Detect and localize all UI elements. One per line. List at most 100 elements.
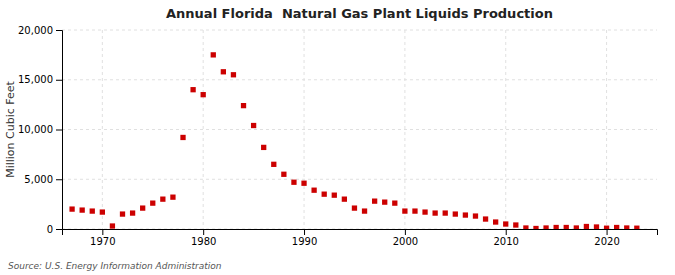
point (463, 212, 468, 217)
point (322, 192, 327, 197)
y-tick-label: 20,000 (18, 25, 53, 36)
point (443, 210, 448, 215)
point (291, 180, 296, 185)
point (584, 224, 589, 229)
point (624, 225, 629, 229)
point (190, 87, 195, 92)
y-tick-mark (56, 30, 62, 31)
x-axis-line (63, 230, 658, 236)
plot-area: 1970 1980 1990 2000 2010 2020 0 5,000 10,000 15,0… (18, 25, 658, 247)
point (352, 205, 357, 210)
point (513, 222, 518, 227)
y-axis: 0 5,000 10,000 15,000 20,000 (18, 25, 63, 235)
y-grid-line (62, 30, 657, 31)
x-tick-label: 1980 (191, 236, 216, 247)
annotation: Source: U.S. Energy Information Administ… (8, 261, 222, 271)
chart: 1970 1980 1990 2000 2010 2020 0 5,000 10,000 15,0… (0, 0, 675, 275)
y-grid-line (62, 179, 657, 180)
point (342, 197, 347, 202)
y-axis-line (56, 31, 63, 230)
x-tick-label: 2020 (594, 236, 619, 247)
y-tick: 0 (47, 224, 62, 235)
x-grid-line (102, 30, 103, 229)
point (150, 200, 155, 205)
x-tick-mark (506, 229, 507, 235)
point (564, 225, 569, 229)
y-axis-title: Million Cubic Feet (4, 80, 17, 177)
y-grid-line (62, 129, 657, 130)
grid (62, 30, 657, 229)
point (483, 216, 488, 221)
point (473, 213, 478, 218)
y-grid-line (62, 79, 657, 80)
y-tick: 10,000 (18, 124, 62, 135)
point (362, 208, 367, 213)
point (594, 224, 599, 229)
x-tick-label: 1970 (90, 236, 115, 247)
point (110, 223, 115, 228)
point (412, 208, 417, 213)
point (422, 209, 427, 214)
point (140, 205, 145, 210)
point (311, 188, 316, 193)
point (453, 211, 458, 216)
point (432, 210, 437, 215)
y-tick-label: 10,000 (18, 124, 53, 135)
point (170, 195, 175, 200)
point (241, 103, 246, 108)
point (251, 123, 256, 128)
y-tick-label: 5,000 (24, 174, 53, 185)
x-tick-mark (405, 229, 406, 235)
point (392, 200, 397, 205)
x-tick: 2010 (494, 229, 519, 247)
point (634, 226, 639, 229)
y-tick-label: 0 (47, 224, 53, 235)
point (533, 226, 538, 229)
point (201, 92, 206, 97)
point (574, 225, 579, 229)
y-tick: 20,000 (18, 25, 62, 36)
x-grid-line (606, 30, 607, 229)
point (120, 211, 125, 216)
x-tick-mark (102, 229, 103, 235)
point (261, 145, 266, 150)
point (372, 198, 377, 203)
point (604, 226, 609, 229)
y-tick: 5,000 (24, 174, 62, 185)
point (503, 221, 508, 226)
title: Annual Florida Natural Gas Plant Liquids… (166, 6, 553, 21)
x-tick: 2020 (594, 229, 619, 247)
point (382, 199, 387, 204)
point (493, 219, 498, 224)
point (271, 162, 276, 167)
point (231, 72, 236, 77)
point (69, 206, 74, 211)
x-tick-label: 2000 (393, 236, 418, 247)
point (160, 197, 165, 202)
x-tick: 1980 (191, 229, 216, 247)
point (402, 208, 407, 213)
x-tick-mark (203, 229, 204, 235)
point (90, 208, 95, 213)
point (221, 69, 226, 74)
point (554, 225, 559, 229)
point (281, 172, 286, 177)
point (614, 225, 619, 229)
point (211, 52, 216, 57)
point (100, 209, 105, 214)
point (332, 193, 337, 198)
point (523, 225, 528, 229)
x-tick-label: 1990 (292, 236, 317, 247)
point (543, 225, 548, 229)
x-tick-mark (304, 229, 305, 235)
x-axis: 1970 1980 1990 2000 2010 2020 (63, 229, 658, 247)
point (130, 210, 135, 215)
point (80, 207, 85, 212)
y-tick-mark (56, 179, 62, 180)
x-tick: 1990 (292, 229, 317, 247)
x-tick-mark (607, 229, 608, 235)
x-tick: 1970 (90, 229, 115, 247)
y-tick-label: 15,000 (18, 74, 53, 85)
y-tick: 15,000 (18, 74, 62, 85)
x-tick-label: 2010 (494, 236, 519, 247)
